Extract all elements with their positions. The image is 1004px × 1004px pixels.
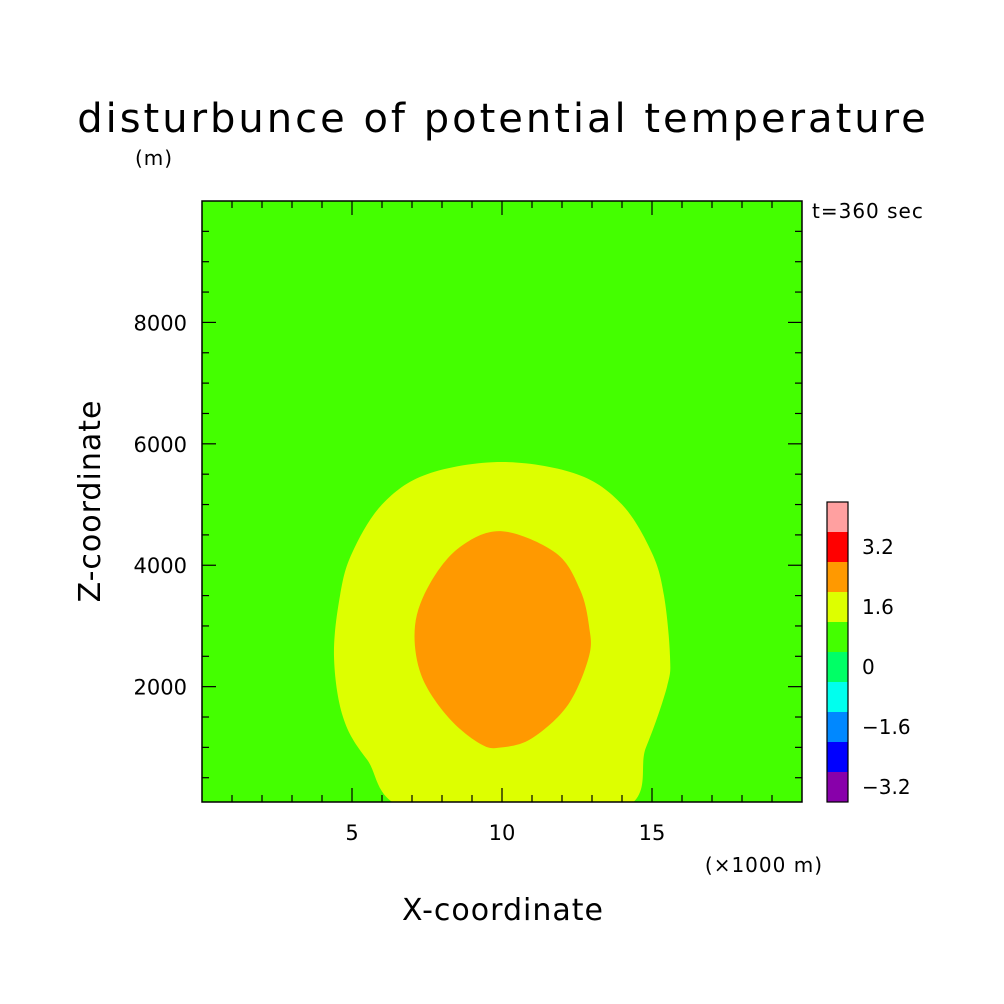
y-tick-label: 8000 (134, 311, 187, 335)
y-axis-label: Z-coordinate (73, 400, 108, 603)
y-tick-label: 2000 (134, 676, 187, 700)
colorbar-swatch (827, 772, 848, 802)
unit-label: (m) (135, 146, 173, 170)
x-axis-ticks: 5 10 15 (345, 821, 665, 845)
colorbar-swatch (827, 562, 848, 592)
colorbar-label: 0 (862, 655, 875, 679)
contour-regions (333, 462, 671, 802)
colorbar-swatch (827, 742, 848, 772)
colorbar-swatch (827, 502, 848, 532)
y-tick-label: 6000 (134, 433, 187, 457)
x-scale-label: (×1000 m) (705, 853, 823, 877)
colorbar-label: 1.6 (862, 595, 894, 619)
x-tick-label: 5 (345, 821, 358, 845)
time-label: t=360 sec (812, 199, 924, 223)
x-tick-label: 15 (639, 821, 666, 845)
contour-region-2 (414, 531, 591, 749)
colorbar-label: −3.2 (862, 775, 911, 799)
y-axis-ticks: 2000 4000 6000 8000 (134, 311, 187, 699)
colorbar-swatch (827, 532, 848, 562)
colorbar-swatch (827, 622, 848, 652)
colorbar-label: 3.2 (862, 535, 894, 559)
colorbar-swatch (827, 712, 848, 742)
colorbar-swatch (827, 682, 848, 712)
colorbar-swatch (827, 652, 848, 682)
colorbar: 3.2 1.6 0 −1.6 −3.2 (826, 501, 911, 803)
colorbar-label: −1.6 (862, 715, 911, 739)
x-tick-label: 10 (489, 821, 516, 845)
y-tick-label: 4000 (134, 554, 187, 578)
plot-area: 5 10 15 2000 4000 6000 8000 (134, 200, 803, 845)
colorbar-swatch (827, 592, 848, 622)
minor-ticks (202, 201, 802, 802)
x-axis-label: X-coordinate (402, 893, 604, 928)
chart-title: disturbunce of potential temperature (77, 96, 929, 142)
colorbar-frame (826, 501, 849, 803)
